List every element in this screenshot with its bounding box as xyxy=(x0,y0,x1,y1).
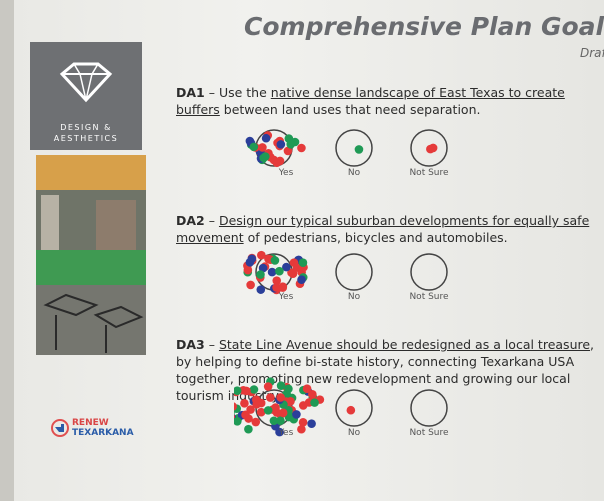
vote-dot xyxy=(276,393,285,402)
goal-code: DA1 xyxy=(176,85,205,100)
vote-dot xyxy=(286,140,295,149)
vote-dot xyxy=(289,269,298,278)
vote-dot xyxy=(284,384,293,393)
goal-lead: – xyxy=(205,337,219,352)
poster: DESIGN & AESTHETICS RENEW TEXARKANA Comp… xyxy=(14,0,604,501)
title: Comprehensive Plan Goals xyxy=(244,12,604,41)
vote-circle xyxy=(411,390,447,426)
vote-dot xyxy=(347,406,356,415)
vote-dot xyxy=(429,144,438,153)
street-photo xyxy=(36,155,146,355)
vote-dot xyxy=(279,409,288,418)
vote-dot xyxy=(246,405,255,414)
logo-icon xyxy=(50,418,70,438)
vote-dot xyxy=(261,152,270,161)
vote-dot xyxy=(246,281,255,290)
vote-dot xyxy=(307,419,316,428)
vote-dot xyxy=(271,256,280,265)
vote-dot xyxy=(277,140,286,149)
vote-dot xyxy=(303,384,312,393)
vote-dot xyxy=(270,416,279,425)
option-label: Yes xyxy=(256,168,316,178)
vote-circle xyxy=(336,254,372,290)
goal-lead: – Use the xyxy=(205,85,271,100)
option-label: No xyxy=(324,292,384,302)
option-label: No xyxy=(324,168,384,178)
vote-dot xyxy=(310,398,319,407)
vote-dot xyxy=(262,134,271,143)
logo-text: RENEW TEXARKANA xyxy=(72,418,134,438)
vote-dot xyxy=(266,393,275,402)
goal-code: DA3 xyxy=(176,337,205,352)
vote-dot xyxy=(244,425,253,434)
vote-dot xyxy=(268,268,277,277)
sidebar-box: DESIGN & AESTHETICS xyxy=(30,42,142,150)
option-label: Not Sure xyxy=(399,428,459,438)
page: DESIGN & AESTHETICS RENEW TEXARKANA Comp… xyxy=(0,0,604,501)
vote-dot xyxy=(270,156,279,165)
option-label: Not Sure xyxy=(399,168,459,178)
vote-dot xyxy=(256,270,265,279)
diamond-icon xyxy=(30,42,142,112)
vote-dot xyxy=(299,418,308,427)
goal-lead: – xyxy=(205,213,219,228)
vote-dot xyxy=(272,283,281,292)
vote-dot xyxy=(258,143,267,152)
vote-dot xyxy=(264,406,273,415)
option-label: No xyxy=(324,428,384,438)
vote-dot xyxy=(275,267,284,276)
sidebar-label: DESIGN & xyxy=(30,122,142,133)
vote-dot xyxy=(277,381,286,390)
vote-dot xyxy=(249,143,258,152)
subtitle: Draft xyxy=(580,46,604,60)
vote-dot xyxy=(244,266,253,275)
vote-circle xyxy=(411,254,447,290)
vote-dot xyxy=(264,382,273,391)
option-label: Not Sure xyxy=(399,292,459,302)
vote-dot xyxy=(250,385,259,394)
vote-dot xyxy=(297,275,306,284)
sidebar-label: AESTHETICS xyxy=(30,133,142,144)
logo-line: TEXARKANA xyxy=(72,428,134,438)
vote-dot xyxy=(355,145,364,154)
vote-dot xyxy=(299,258,308,267)
goal-underlined: State Line Avenue should be redesigned a… xyxy=(219,337,590,352)
vote-dot xyxy=(297,144,306,153)
goal-code: DA2 xyxy=(176,213,205,228)
vote-dot xyxy=(292,410,301,419)
vote-dot xyxy=(257,251,266,260)
vote-circle xyxy=(336,130,372,166)
logo-line: RENEW xyxy=(72,418,134,428)
vote-dot xyxy=(246,258,255,267)
option-label: Yes xyxy=(256,292,316,302)
vote-dot xyxy=(240,399,249,408)
option-label: Yes xyxy=(256,428,316,438)
vote-dot xyxy=(251,418,260,427)
